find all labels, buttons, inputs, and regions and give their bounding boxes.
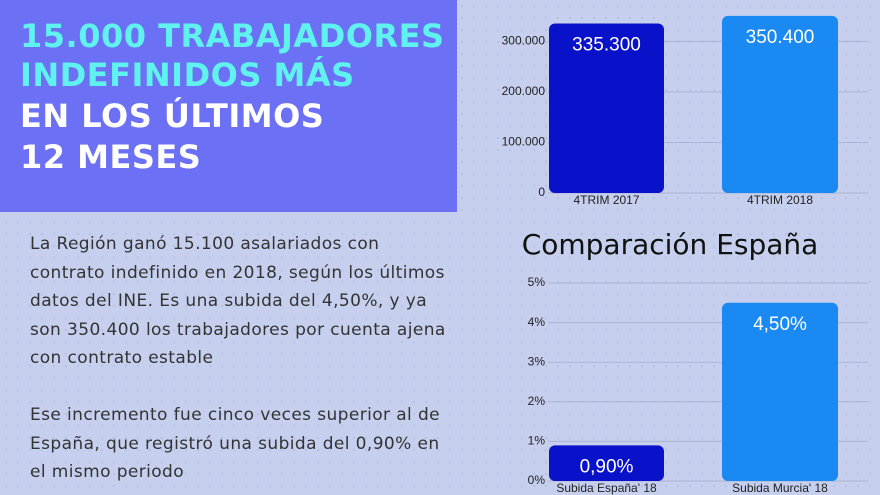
- headline: INDEFINIDOS MÁS: [20, 56, 355, 94]
- x-tick-label: Subida Murcia' 18: [732, 481, 828, 495]
- header-panel: 15.000 TRABAJADORES INDEFINIDOS MÁS EN L…: [0, 0, 457, 212]
- value-label: 350.400: [746, 27, 815, 48]
- chart-title: Comparación España: [522, 228, 819, 261]
- value-label: 335.300: [572, 35, 641, 56]
- y-tick-label: 5%: [528, 275, 546, 289]
- x-tick-label: Subida España' 18: [556, 481, 657, 495]
- y-tick-label: 3%: [528, 354, 546, 368]
- y-tick-label: 1%: [528, 434, 546, 448]
- headline: 12 MESES: [20, 138, 202, 176]
- y-tick-label: 200.000: [502, 84, 546, 98]
- paragraph: La Región ganó 15.100 asalariados con co…: [30, 234, 446, 368]
- y-tick-label: 0: [538, 185, 545, 199]
- bar: [549, 23, 664, 193]
- bar: [549, 445, 664, 481]
- value-label: 0,90%: [580, 456, 634, 477]
- headline: 15.000 TRABAJADORES: [20, 17, 445, 55]
- paragraph: Ese incremento fue cinco veces superior …: [30, 405, 441, 482]
- x-tick-label: 4TRIM 2017: [573, 193, 639, 207]
- y-tick-label: 4%: [528, 315, 546, 329]
- x-tick-label: 4TRIM 2018: [747, 193, 813, 207]
- value-label: 4,50%: [753, 314, 807, 335]
- y-tick-label: 2%: [528, 394, 546, 408]
- headline: EN LOS ÚLTIMOS: [20, 97, 325, 135]
- bar: [722, 302, 838, 481]
- y-tick-label: 0%: [528, 473, 546, 487]
- y-tick-label: 300.000: [502, 34, 546, 48]
- y-tick-label: 100.000: [502, 135, 546, 149]
- bar: [722, 15, 838, 194]
